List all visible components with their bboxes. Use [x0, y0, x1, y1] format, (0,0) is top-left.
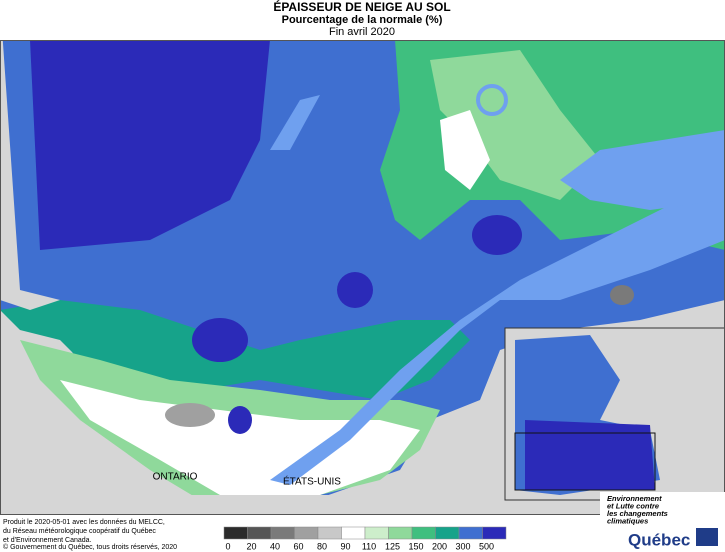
- legend-swatch: [317, 526, 342, 540]
- credit-line: Produit le 2020-05-01 avec les données d…: [3, 519, 165, 526]
- patch-gray: [165, 403, 215, 427]
- legend-label: 40: [270, 541, 280, 551]
- legend: 0 20 40 60 80 90 110 125 150 200 300 500: [223, 526, 507, 551]
- legend-label: 80: [317, 541, 327, 551]
- legend-swatch: [435, 526, 460, 540]
- legend-label: 500: [479, 541, 494, 551]
- patch-darkblue: [192, 318, 248, 362]
- inset-south: [525, 420, 655, 490]
- legend-label: 125: [385, 541, 400, 551]
- reservoir: [476, 84, 508, 116]
- legend-swatch: [458, 526, 483, 540]
- date: Fin avril 2020: [329, 26, 395, 38]
- legend-swatch: [388, 526, 413, 540]
- patch-darkblue: [228, 406, 252, 434]
- legend-label: 200: [432, 541, 447, 551]
- credit-line: © Gouvernement du Québec, tous droits ré…: [3, 543, 177, 551]
- logo-line: Environnement: [607, 494, 662, 503]
- legend-swatch: [294, 526, 319, 540]
- legend-swatch: [341, 526, 366, 540]
- legend-swatch: [482, 526, 507, 540]
- credit-line: du Réseau météorologique coopératif du Q…: [3, 528, 156, 535]
- legend-label: 0: [225, 541, 230, 551]
- legend-label: 300: [455, 541, 470, 551]
- region-darkblue: [30, 40, 270, 250]
- legend-swatch: [270, 526, 295, 540]
- lake: [270, 95, 320, 150]
- usa-label: ÉTATS-UNIS: [283, 475, 341, 488]
- legend-label: 20: [246, 541, 256, 551]
- logo-name: Québec: [628, 530, 690, 549]
- legend-label: 110: [362, 541, 376, 551]
- credits: Produit le 2020-05-01 avec les données d…: [3, 519, 177, 551]
- logo-flag: [696, 528, 718, 546]
- legend-swatch: [411, 526, 436, 540]
- logo-line: et Lutte contre: [607, 501, 659, 510]
- region-lightgreen: [430, 50, 600, 200]
- legend-label: 90: [340, 541, 350, 551]
- subtitle: Pourcentage de la normale (%): [282, 14, 443, 26]
- legend-swatch: [247, 526, 272, 540]
- patch-darkblue: [472, 215, 522, 255]
- legend-swatch: [223, 526, 248, 540]
- patch-darkblue: [337, 272, 373, 308]
- region-white-south: [60, 380, 420, 495]
- gulf: [560, 130, 725, 210]
- legend-label: 60: [293, 541, 303, 551]
- map: ONTARIO ÉTATS-UNIS: [0, 40, 725, 515]
- region-white: [440, 110, 490, 190]
- ontario-area: [0, 40, 60, 515]
- credit-line: et d'Environnement Canada.: [3, 537, 92, 544]
- title: ÉPAISSEUR DE NEIGE AU SOL: [273, 0, 450, 14]
- legend-label: 150: [408, 541, 423, 551]
- inset-frame: [514, 432, 656, 491]
- logo-line: les changements: [607, 509, 668, 518]
- logo-line: climatiques: [607, 516, 648, 525]
- ontario-label: ONTARIO: [153, 472, 198, 483]
- patch-gray: [610, 285, 634, 305]
- st-lawrence: [270, 180, 725, 485]
- legend-swatch: [364, 526, 389, 540]
